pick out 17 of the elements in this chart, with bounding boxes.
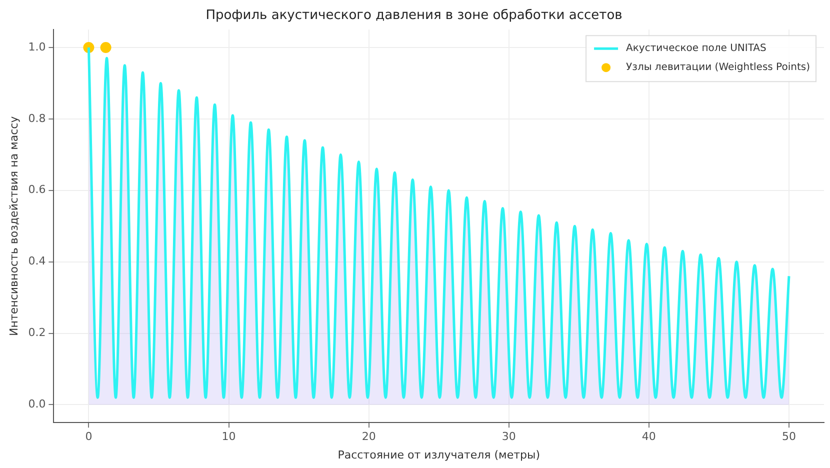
- y-tick-label: 0.6: [28, 183, 46, 196]
- x-tick-label: 40: [642, 430, 656, 444]
- x-tick-label: 20: [362, 430, 376, 444]
- x-tick-label: 0: [85, 430, 92, 444]
- legend-label: Узлы левитации (Weightless Points): [626, 62, 810, 74]
- chart-title: Профиль акустического давления в зоне обработки ассетов: [206, 8, 622, 24]
- y-tick-label: 0.0: [28, 398, 46, 411]
- legend-label: Акустическое поле UNITAS: [626, 43, 766, 54]
- y-axis-title: Интенсивность воздействия на массу: [7, 116, 20, 336]
- x-tick-label: 10: [222, 430, 236, 444]
- x-tick-label: 50: [782, 430, 796, 444]
- y-tick-label: 0.8: [28, 112, 46, 125]
- y-tick-label: 1.0: [28, 40, 46, 54]
- y-tick-label: 0.4: [28, 254, 46, 268]
- y-tick-label: 0.2: [28, 326, 46, 340]
- x-axis-title: Расстояние от излучателя (метры): [338, 448, 540, 462]
- x-tick-label: 30: [502, 430, 516, 444]
